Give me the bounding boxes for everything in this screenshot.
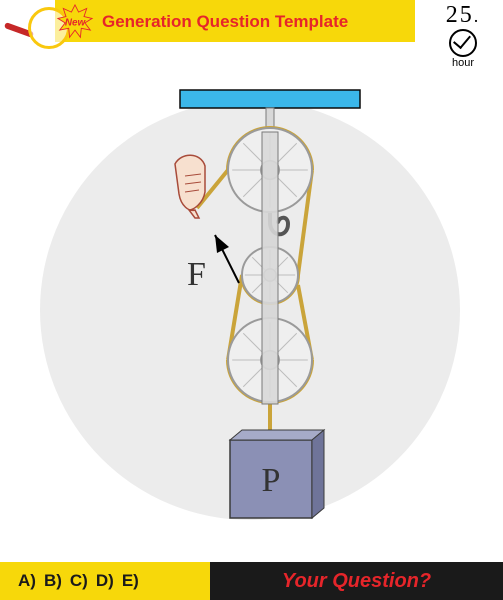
- question-prompt: Your Question?: [210, 562, 503, 600]
- option: D): [96, 571, 114, 591]
- header: New Generation Question Template: [0, 0, 415, 42]
- time-number: 25.: [431, 2, 495, 29]
- option: C): [70, 571, 88, 591]
- option: A): [18, 571, 36, 591]
- header-title: Generation Question Template: [102, 12, 348, 32]
- svg-text:New: New: [65, 18, 87, 29]
- time-badge: 25. hour: [431, 2, 495, 69]
- clock-icon: [449, 29, 477, 57]
- svg-text:F: F: [187, 256, 206, 293]
- option: E): [122, 571, 139, 591]
- pulley-diagram: PF: [30, 60, 470, 540]
- answer-options: A) B) C) D) E): [0, 562, 210, 600]
- svg-text:P: P: [262, 462, 281, 499]
- new-badge-icon: New: [55, 4, 95, 40]
- footer: A) B) C) D) E) Your Question?: [0, 562, 503, 600]
- option: B): [44, 571, 62, 591]
